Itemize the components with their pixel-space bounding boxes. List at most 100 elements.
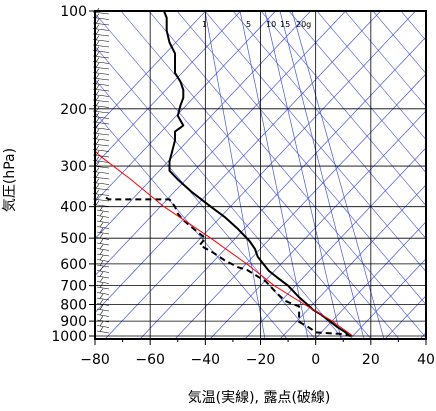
x-axis-ticks: −80 −60 −40 −20 0 20 40 xyxy=(80,339,435,368)
wind-barb-flag xyxy=(99,277,104,283)
wind-barb-flag xyxy=(99,260,104,266)
wind-barb-flag xyxy=(99,326,104,332)
wind-barb-flag xyxy=(95,112,100,118)
wind-barb xyxy=(96,281,110,284)
wind-barb-flag xyxy=(95,79,100,85)
mixing-ratio-line xyxy=(239,11,309,339)
y-tick-label: 1000 xyxy=(51,329,87,345)
wind-barb-flag xyxy=(99,321,104,327)
adiabat-line xyxy=(95,11,277,203)
wind-barb xyxy=(96,292,110,295)
wind-barb-flag xyxy=(99,211,104,217)
y-tick-label: 200 xyxy=(60,102,87,118)
wind-barb-flag xyxy=(99,222,104,228)
adiabat-line xyxy=(384,295,426,339)
wind-barb-flag xyxy=(99,282,104,288)
mixing-ratio-label: 15 xyxy=(280,20,290,29)
wind-barb-flag xyxy=(99,238,104,244)
x-tick-label: −40 xyxy=(191,352,221,368)
mixing-ratio-line xyxy=(291,11,385,339)
parcel-profile-line xyxy=(95,150,354,337)
wind-barb xyxy=(96,264,110,268)
wind-barb-flag xyxy=(95,29,100,35)
mixing-ratio-label: 20g xyxy=(296,20,311,29)
adiabat-line xyxy=(95,11,312,240)
wind-barb-flag xyxy=(95,84,100,90)
wind-barb-flag xyxy=(99,216,104,222)
wind-barb-flag xyxy=(95,134,100,140)
adiabat-line xyxy=(279,184,426,339)
wind-barb-flag xyxy=(95,68,100,74)
wind-barb xyxy=(96,259,110,262)
mixing-ratio-label: 5 xyxy=(246,20,251,29)
wind-barb-flag xyxy=(95,161,100,167)
isotherm-line xyxy=(176,11,426,306)
wind-barb-flag xyxy=(95,51,100,57)
x-tick-label: 40 xyxy=(417,352,435,368)
wind-barb-flag xyxy=(95,101,100,107)
isotherm-line xyxy=(232,11,426,240)
wind-barb-flag xyxy=(95,150,100,156)
wind-barb xyxy=(96,303,110,306)
wind-barb xyxy=(96,215,110,218)
wind-barb xyxy=(96,209,110,213)
wind-barb xyxy=(96,270,110,273)
adiabat-line xyxy=(104,11,417,339)
x-axis-title: 気温(実線), 露点(破線) xyxy=(188,390,331,406)
temperature-profile-line xyxy=(163,11,351,337)
wind-barb-flag xyxy=(95,40,100,46)
isotherm-line xyxy=(95,112,288,339)
y-tick-label: 400 xyxy=(60,200,87,216)
x-tick-label: 0 xyxy=(311,352,320,368)
wind-barb-flag xyxy=(95,156,100,162)
isotherm-line xyxy=(95,12,372,339)
wind-barb-flag xyxy=(95,200,100,206)
x-tick-label: 20 xyxy=(362,352,380,368)
wind-barb-flag xyxy=(95,172,100,178)
wind-barb-flag xyxy=(99,293,104,299)
mixing-ratio-labels: 1 5 10 15 20g xyxy=(202,20,311,29)
wind-barb-flag xyxy=(95,128,100,134)
wind-barb xyxy=(96,248,110,251)
wind-barb-flag xyxy=(99,299,104,305)
x-tick-label: −20 xyxy=(246,352,276,368)
wind-barb xyxy=(96,237,110,240)
wind-barb-flag xyxy=(95,35,100,41)
mixing-ratio-line xyxy=(264,11,342,339)
wind-barb-flag xyxy=(99,315,104,321)
wind-barb-flag xyxy=(95,194,100,200)
wind-barb-flag xyxy=(95,46,100,52)
wind-barb-flag xyxy=(95,178,100,184)
wind-barb-flag xyxy=(99,288,104,294)
data-series xyxy=(95,11,354,337)
isotherm-line xyxy=(204,11,426,273)
wind-barb-flag xyxy=(95,123,100,129)
isotherm-line xyxy=(148,11,426,339)
adiabat-line xyxy=(174,73,426,339)
wind-barb xyxy=(96,308,110,312)
mixing-ratio-line xyxy=(279,11,365,339)
wind-barb xyxy=(96,242,110,246)
isotherm-line xyxy=(95,45,344,339)
wind-barb-flag xyxy=(99,249,104,255)
isotherm-line xyxy=(372,11,426,75)
wind-barb-flag xyxy=(95,183,100,189)
adiabat-line xyxy=(139,36,426,339)
wind-barb-flag xyxy=(99,310,104,316)
wind-barb-flag xyxy=(99,205,104,211)
wind-barb-flag xyxy=(95,90,100,96)
wind-barb-flag xyxy=(99,255,104,261)
grid-lines xyxy=(95,11,426,339)
x-tick-label: −80 xyxy=(80,352,110,368)
y-tick-label: 700 xyxy=(60,279,87,295)
wind-barb xyxy=(96,275,110,279)
adiabat-line xyxy=(95,11,347,277)
wind-barb xyxy=(96,220,110,224)
wind-barb-flag xyxy=(95,95,100,101)
wind-barb-flag xyxy=(99,266,104,272)
mixing-ratio-label: 10 xyxy=(266,20,276,29)
y-tick-label: 300 xyxy=(60,159,87,175)
adiabat-line xyxy=(314,221,426,339)
